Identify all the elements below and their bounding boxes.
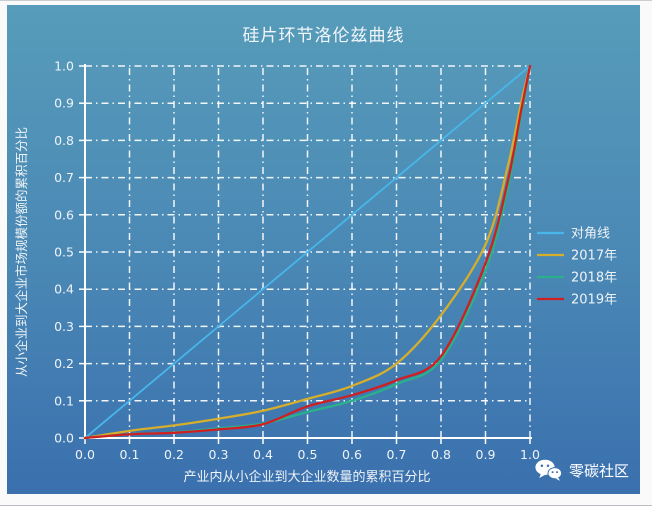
x-tick-label: 0.4 (253, 447, 273, 462)
x-tick-label: 0.3 (209, 447, 229, 462)
y-tick-label: 1.0 (54, 59, 74, 74)
legend-label-diagonal: 对角线 (571, 227, 610, 242)
legend-label-year-2018: 2018年 (571, 271, 617, 286)
y-tick-label: 0.1 (54, 393, 74, 408)
chart-title: 硅片环节洛伦兹曲线 (242, 26, 405, 46)
y-tick-label: 0.6 (54, 207, 74, 222)
y-tick-label: 0.7 (54, 170, 74, 185)
x-tick-label: 1.0 (520, 447, 540, 462)
y-tick-label: 0.8 (54, 133, 74, 148)
y-tick-label: 0.3 (54, 319, 74, 334)
x-tick-label: 0.5 (298, 447, 318, 462)
y-tick-label: 0.0 (54, 431, 74, 446)
curve-diagonal (84, 65, 531, 439)
x-tick-label: 0.6 (342, 447, 362, 462)
x-tick-label: 0.9 (476, 447, 496, 462)
x-axis-label: 产业内从小企业到大企业数量的累积百分比 (183, 469, 430, 485)
x-tick-label: 0.2 (164, 447, 184, 462)
y-tick-label: 0.2 (54, 356, 74, 371)
x-tick-label: 0.1 (120, 447, 140, 462)
y-tick-label: 0.9 (54, 96, 74, 111)
y-tick-label: 0.5 (54, 245, 74, 260)
curve-year-2019 (83, 64, 532, 440)
y-axis-label: 从小企业到大企业市场规模份额的累积百分比 (14, 127, 29, 377)
watermark: 零碳社区 (535, 459, 629, 481)
lorenz-plot: 0.0 0.1 0.2 0.3 0.4 0.5 0.6 0.7 0.8 0.9 1.0 0.0 0.1 0… (14, 59, 617, 486)
watermark-label: 零碳社区 (568, 461, 629, 480)
y-tick-label: 0.4 (54, 282, 74, 297)
curve-year-2017 (83, 64, 532, 440)
x-tick-label: 0.7 (387, 447, 407, 462)
legend-label-year-2017: 2017年 (571, 249, 617, 264)
x-tick-label: 0.8 (431, 447, 451, 462)
wechat-icon (535, 459, 562, 481)
chart-canvas: 硅片环节洛伦兹曲线 0.0 0.1 0.2 0.3 0.4 0.5 0.6 0.7 0.8 0.9… (7, 5, 640, 494)
legend-label-year-2019: 2019年 (571, 293, 617, 308)
x-tick-label: 0.0 (75, 447, 95, 462)
